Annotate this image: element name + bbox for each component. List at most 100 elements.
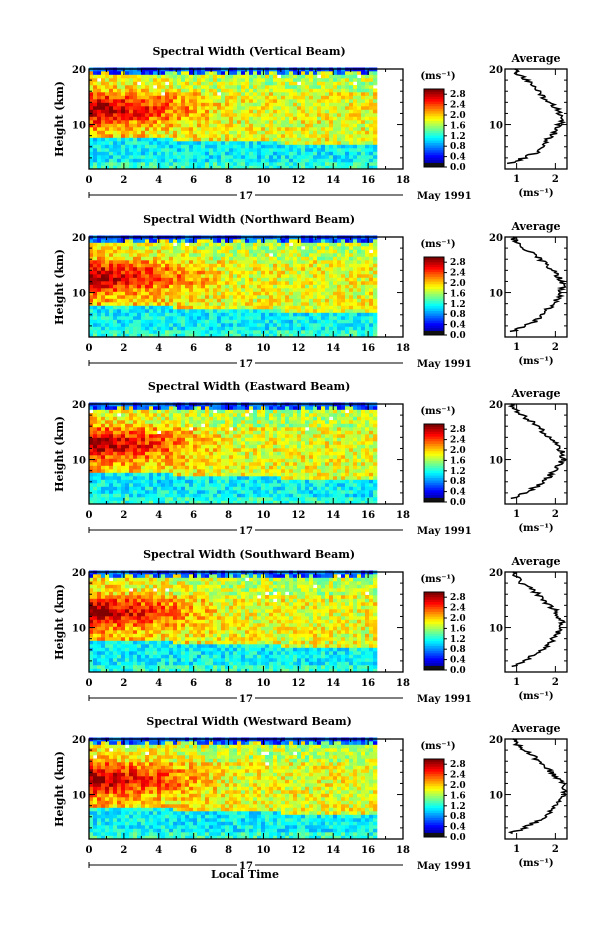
heatmap-cell <box>333 298 338 303</box>
heatmap-cell <box>165 260 170 264</box>
heatmap-cell <box>177 323 182 327</box>
x-tick-label: 0 <box>86 343 93 354</box>
heatmap-cell <box>157 448 162 452</box>
heatmap-cell <box>337 312 342 317</box>
heatmap-cell <box>145 430 150 435</box>
heatmap-cell <box>301 305 306 310</box>
heatmap-cell <box>325 123 330 128</box>
heatmap-cell <box>241 253 246 257</box>
heatmap-cell <box>277 305 282 310</box>
heatmap-cell <box>133 458 138 463</box>
heatmap-cell <box>357 302 362 306</box>
heatmap-cell <box>109 479 114 484</box>
heatmap-cell <box>281 291 286 296</box>
heatmap-cell <box>345 326 350 331</box>
heatmap-cell <box>141 316 146 320</box>
heatmap-cell <box>117 316 122 320</box>
heatmap-cell <box>137 263 142 268</box>
heatmap-cell <box>325 291 330 296</box>
heatmap-cell <box>281 256 286 261</box>
heatmap-cell <box>193 155 198 159</box>
heatmap-cell <box>165 158 170 163</box>
heatmap-cell <box>161 95 166 100</box>
heatmap-cell <box>181 123 186 128</box>
heatmap-cell <box>165 295 170 299</box>
heatmap-cell <box>249 270 254 275</box>
profile-unit-label: (ms⁻¹) <box>518 188 553 199</box>
heatmap-cell <box>133 500 138 505</box>
heatmap-cell <box>185 309 190 313</box>
heatmap-cell <box>253 106 258 110</box>
heatmap-cell <box>185 316 190 320</box>
heatmap-cell <box>265 81 270 86</box>
heatmap-cell <box>269 113 274 117</box>
heatmap-cell <box>105 281 110 285</box>
heatmap-cell <box>109 333 114 338</box>
heatmap-cell <box>249 85 254 89</box>
heatmap-cell <box>257 249 262 254</box>
heatmap-cell <box>365 109 370 114</box>
heatmap-cell <box>97 123 102 128</box>
heatmap-cell <box>133 71 138 75</box>
heatmap-cell <box>317 316 322 320</box>
heatmap-cell <box>145 78 150 82</box>
heatmap-cell <box>369 95 374 100</box>
heatmap-cell <box>149 116 154 121</box>
heatmap-cell <box>261 319 266 324</box>
heatmap-cell <box>249 92 254 96</box>
heatmap-cell <box>117 137 122 142</box>
heatmap-cell <box>229 312 234 317</box>
heatmap-cell <box>245 95 250 100</box>
heatmap-cell <box>153 483 158 487</box>
colorbar-segment <box>424 130 444 134</box>
heatmap-cell <box>269 85 274 89</box>
heatmap-cell <box>277 246 282 250</box>
heatmap-cell <box>161 270 166 275</box>
heatmap-cell <box>169 312 174 317</box>
heatmap-cell <box>361 102 366 107</box>
heatmap-cell <box>125 323 130 327</box>
heatmap-cell <box>305 291 310 296</box>
heatmap-cell <box>305 267 310 271</box>
heatmap-cell <box>121 92 126 96</box>
heatmap-cell <box>305 316 310 320</box>
heatmap-cell <box>301 134 306 138</box>
heatmap-cell <box>109 130 114 135</box>
heatmap-cell <box>217 298 222 303</box>
heatmap-cell <box>321 291 326 296</box>
heatmap-cell <box>113 270 118 275</box>
heatmap-cell <box>205 144 210 149</box>
heatmap-cell <box>249 162 254 166</box>
heatmap-cell <box>253 319 258 324</box>
heatmap-cell <box>209 120 214 124</box>
heatmap-cell <box>305 158 310 163</box>
heatmap-cell <box>345 260 350 264</box>
heatmap-cell <box>109 246 114 250</box>
heatmap-cell <box>253 277 258 282</box>
heatmap-cell <box>353 88 358 93</box>
heatmap-cell <box>169 267 174 271</box>
heatmap-cell <box>357 242 362 247</box>
heatmap-cell <box>137 497 142 501</box>
panel-vertical: Spectral Width (Vertical Beam)1020Height… <box>53 45 568 202</box>
heatmap-cell <box>337 305 342 310</box>
heatmap-cell <box>309 81 314 86</box>
heatmap-cell <box>141 263 146 268</box>
heatmap-cell <box>129 309 134 313</box>
heatmap-cell <box>93 291 98 296</box>
heatmap-cell <box>273 284 278 289</box>
heatmap-cell <box>237 281 242 285</box>
heatmap-cell <box>153 165 158 170</box>
colorbar-frame <box>423 256 445 336</box>
heatmap-cell <box>157 490 162 494</box>
heatmap-cell <box>297 148 302 152</box>
heatmap-cell <box>197 158 202 163</box>
heatmap-cell <box>121 455 126 459</box>
colorbar-segment <box>424 145 444 148</box>
colorbar-segment <box>424 303 444 307</box>
heatmap-cell <box>317 267 322 271</box>
heatmap-cell <box>105 134 110 138</box>
heatmap-cell <box>369 99 374 103</box>
heatmap-cell <box>173 116 178 121</box>
heatmap-cell <box>337 260 342 264</box>
